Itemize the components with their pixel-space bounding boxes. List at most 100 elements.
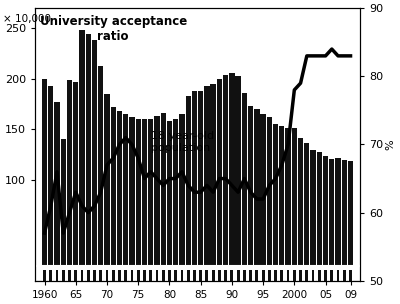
Bar [74,270,77,281]
Bar [256,270,258,281]
Bar [304,266,310,281]
Bar [143,270,146,281]
Bar [154,116,160,281]
Bar [298,266,303,281]
Bar [298,138,303,281]
Bar [329,159,334,281]
Bar [242,93,247,281]
Bar [62,270,65,281]
Bar [168,270,171,281]
Bar [236,266,241,281]
Bar [262,270,264,281]
Bar [230,270,233,281]
Bar [349,270,352,281]
Bar [279,266,284,281]
Bar [167,266,172,281]
Bar [73,266,78,281]
Bar [206,270,208,281]
Bar [267,117,272,281]
Bar [179,266,184,281]
Bar [129,266,135,281]
Bar [237,270,240,281]
Bar [86,266,91,281]
Bar [310,150,316,281]
Bar [162,270,164,281]
Bar [104,266,110,281]
Bar [61,140,66,281]
Bar [79,266,85,281]
Bar [217,79,222,281]
Bar [335,157,341,281]
Bar [236,76,241,281]
Bar [330,270,333,281]
Text: University acceptance
ratio: University acceptance ratio [40,15,187,43]
Bar [124,270,127,281]
Bar [243,270,246,281]
Bar [342,160,347,281]
Bar [348,266,353,281]
Bar [204,266,210,281]
Bar [323,156,328,281]
Bar [87,270,90,281]
Bar [223,266,228,281]
Bar [224,270,227,281]
Bar [73,82,78,281]
Bar [186,266,191,281]
Bar [204,86,210,281]
Bar [117,111,122,281]
Bar [67,266,72,281]
Bar [192,266,197,281]
Bar [142,119,147,281]
Bar [329,266,334,281]
Bar [198,266,203,281]
Bar [61,266,66,281]
Bar [268,270,271,281]
Bar [260,266,266,281]
Bar [310,266,316,281]
Bar [56,270,58,281]
Bar [86,34,91,281]
Bar [99,270,102,281]
Bar [48,266,54,281]
Bar [112,270,115,281]
Bar [193,270,196,281]
Bar [180,270,183,281]
Bar [48,86,54,281]
Text: × 10,000: × 10,000 [3,14,51,24]
Bar [117,266,122,281]
Bar [267,266,272,281]
Bar [79,30,85,281]
Bar [343,270,346,281]
Bar [110,266,116,281]
Y-axis label: %: % [386,139,396,150]
Bar [54,102,60,281]
Bar [280,270,283,281]
Bar [43,270,46,281]
Bar [92,40,97,281]
Bar [304,143,310,281]
Bar [348,161,353,281]
Bar [229,73,234,281]
Bar [323,266,328,281]
Bar [156,270,158,281]
Bar [92,266,97,281]
Bar [136,266,141,281]
Bar [148,119,153,281]
Bar [148,266,153,281]
Bar [210,266,216,281]
Bar [160,266,166,281]
Bar [68,270,71,281]
Bar [187,270,190,281]
Bar [192,91,197,281]
Bar [274,270,277,281]
Bar [179,114,184,281]
Bar [137,270,140,281]
Bar [129,117,135,281]
Bar [318,270,321,281]
Bar [286,128,291,281]
Bar [249,270,252,281]
Bar [273,266,278,281]
Bar [198,91,203,281]
Bar [242,266,247,281]
Bar [254,109,260,281]
